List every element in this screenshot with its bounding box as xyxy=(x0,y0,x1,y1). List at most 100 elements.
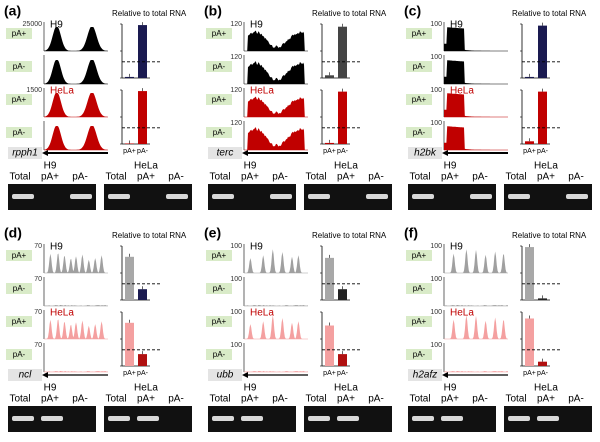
row-label: pA- xyxy=(213,62,226,71)
bar-title: Relative to total RNA xyxy=(112,231,187,240)
panel-label: (e) xyxy=(204,225,221,241)
bar xyxy=(525,141,534,144)
bar-label: pA+ xyxy=(123,148,136,155)
coverage-track xyxy=(444,27,508,51)
cell-name: H9 xyxy=(250,242,263,253)
lane-label: pA- xyxy=(568,172,584,183)
row-label: pA- xyxy=(13,284,26,293)
gel-band xyxy=(508,194,530,199)
bar-label: pA+ xyxy=(323,148,336,155)
lane-label: pA+ xyxy=(137,172,155,183)
lane-label: Total xyxy=(209,394,230,405)
bar xyxy=(338,354,347,366)
cell-name: HeLa xyxy=(250,308,274,319)
row-label: pA- xyxy=(413,128,426,137)
bar-title: Relative to total RNA xyxy=(512,9,587,18)
lane-label: Total xyxy=(209,172,230,183)
gel-cell: HeLa xyxy=(334,161,358,172)
track-scale: 70 xyxy=(34,276,42,283)
panel-label: (f) xyxy=(404,225,418,241)
coverage-track xyxy=(444,126,508,150)
panel-label: (b) xyxy=(204,3,222,19)
coverage-track xyxy=(44,320,108,340)
lane-label: pA- xyxy=(168,172,184,183)
gel-band xyxy=(412,416,434,421)
gel-cell: H9 xyxy=(244,161,257,172)
row-label: pA- xyxy=(213,128,226,137)
row-label: pA+ xyxy=(412,317,427,326)
lane-label: pA- xyxy=(272,394,288,405)
track-scale: 120 xyxy=(230,87,242,94)
gene-arrowhead xyxy=(242,150,248,156)
lane-label: Total xyxy=(105,394,126,405)
gene-name: ubb xyxy=(217,370,234,381)
gel-band xyxy=(366,194,388,199)
bar-title: Relative to total RNA xyxy=(112,9,187,18)
bar xyxy=(538,298,547,300)
gel-band xyxy=(308,416,330,421)
gel-band xyxy=(12,416,34,421)
gel-band xyxy=(212,416,234,421)
bar xyxy=(525,247,534,300)
cell-name: HeLa xyxy=(50,308,74,319)
coverage-track xyxy=(244,127,308,150)
bar xyxy=(538,92,547,144)
bar xyxy=(325,326,334,367)
bar xyxy=(138,289,147,300)
gel-band xyxy=(508,416,530,421)
track-scale: 100 xyxy=(430,342,442,349)
bar xyxy=(125,77,134,78)
lane-label: Total xyxy=(409,172,430,183)
gene-name: h2afz xyxy=(413,370,437,381)
row-label: pA+ xyxy=(12,29,27,38)
row-label: pA+ xyxy=(212,251,227,260)
lane-label: pA- xyxy=(472,394,488,405)
cell-name: HeLa xyxy=(50,86,74,97)
track-scale: 70 xyxy=(34,342,42,349)
row-label: pA- xyxy=(413,350,426,359)
gel-band xyxy=(241,416,263,421)
bar xyxy=(138,91,147,144)
lane-label: pA- xyxy=(168,394,184,405)
bar-label: pA- xyxy=(537,148,549,155)
lane-label: Total xyxy=(305,394,326,405)
coverage-track xyxy=(44,60,108,84)
coverage-track xyxy=(244,31,308,51)
bar-title: Relative to total RNA xyxy=(512,231,587,240)
coverage-track xyxy=(44,254,108,274)
cell-name: H9 xyxy=(250,20,263,31)
gel-cell: H9 xyxy=(444,383,457,394)
gel-band xyxy=(137,416,159,421)
lane-label: pA- xyxy=(568,394,584,405)
row-label: pA- xyxy=(13,62,26,71)
row-label: pA+ xyxy=(12,317,27,326)
row-label: pA- xyxy=(13,350,26,359)
track-scale: 100 xyxy=(230,309,242,316)
track-scale: 120 xyxy=(230,21,242,28)
gene-arrowhead xyxy=(442,150,448,156)
lane-label: pA+ xyxy=(441,394,459,405)
gel-cell: HeLa xyxy=(334,383,358,394)
lane-label: pA+ xyxy=(337,172,355,183)
lane-label: pA+ xyxy=(41,172,59,183)
bar-label: pA- xyxy=(137,148,149,155)
bar xyxy=(125,257,134,300)
gel-band xyxy=(537,416,559,421)
bar xyxy=(138,25,147,78)
track-scale: 100 xyxy=(430,54,442,61)
lane-label: pA- xyxy=(368,172,384,183)
row-label: pA+ xyxy=(12,95,27,104)
lane-label: pA+ xyxy=(241,394,259,405)
gel-band xyxy=(308,194,330,199)
coverage-track xyxy=(44,126,108,150)
gene-arrowhead xyxy=(242,372,248,378)
lane-label: pA+ xyxy=(137,394,155,405)
track-scale: 100 xyxy=(430,309,442,316)
gel-cell: HeLa xyxy=(134,161,158,172)
gel-band xyxy=(166,194,188,199)
bar-label: pA- xyxy=(137,370,149,377)
gel-cell: H9 xyxy=(444,161,457,172)
bar xyxy=(525,318,534,366)
coverage-track xyxy=(244,97,308,117)
lane-label: Total xyxy=(505,394,526,405)
